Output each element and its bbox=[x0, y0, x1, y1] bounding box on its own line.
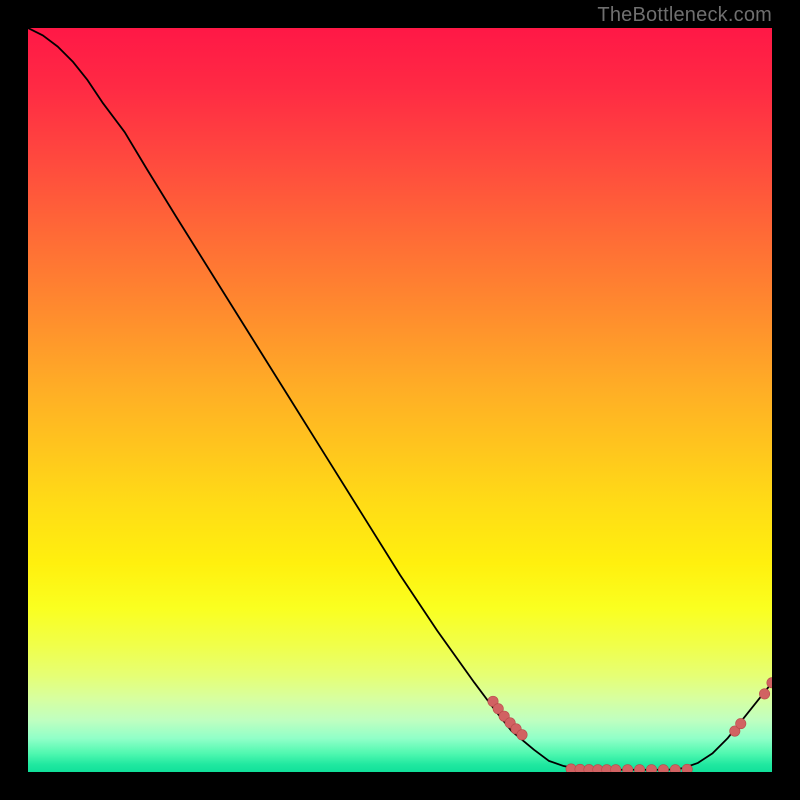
marker-dot bbox=[670, 765, 680, 772]
marker-dot bbox=[611, 765, 621, 772]
marker-dot bbox=[682, 764, 692, 772]
chart-frame: TheBottleneck.com bbox=[0, 0, 800, 800]
marker-dot bbox=[759, 689, 769, 699]
marker-dot bbox=[634, 765, 644, 772]
marker-dot bbox=[736, 718, 746, 728]
marker-dot bbox=[517, 730, 527, 740]
marker-dot bbox=[622, 765, 632, 772]
plot-area bbox=[28, 28, 772, 772]
marker-dot bbox=[658, 765, 668, 772]
gradient-rect bbox=[28, 28, 772, 772]
chart-svg bbox=[28, 28, 772, 772]
marker-dot bbox=[646, 765, 656, 772]
watermark-text: TheBottleneck.com bbox=[597, 4, 772, 27]
